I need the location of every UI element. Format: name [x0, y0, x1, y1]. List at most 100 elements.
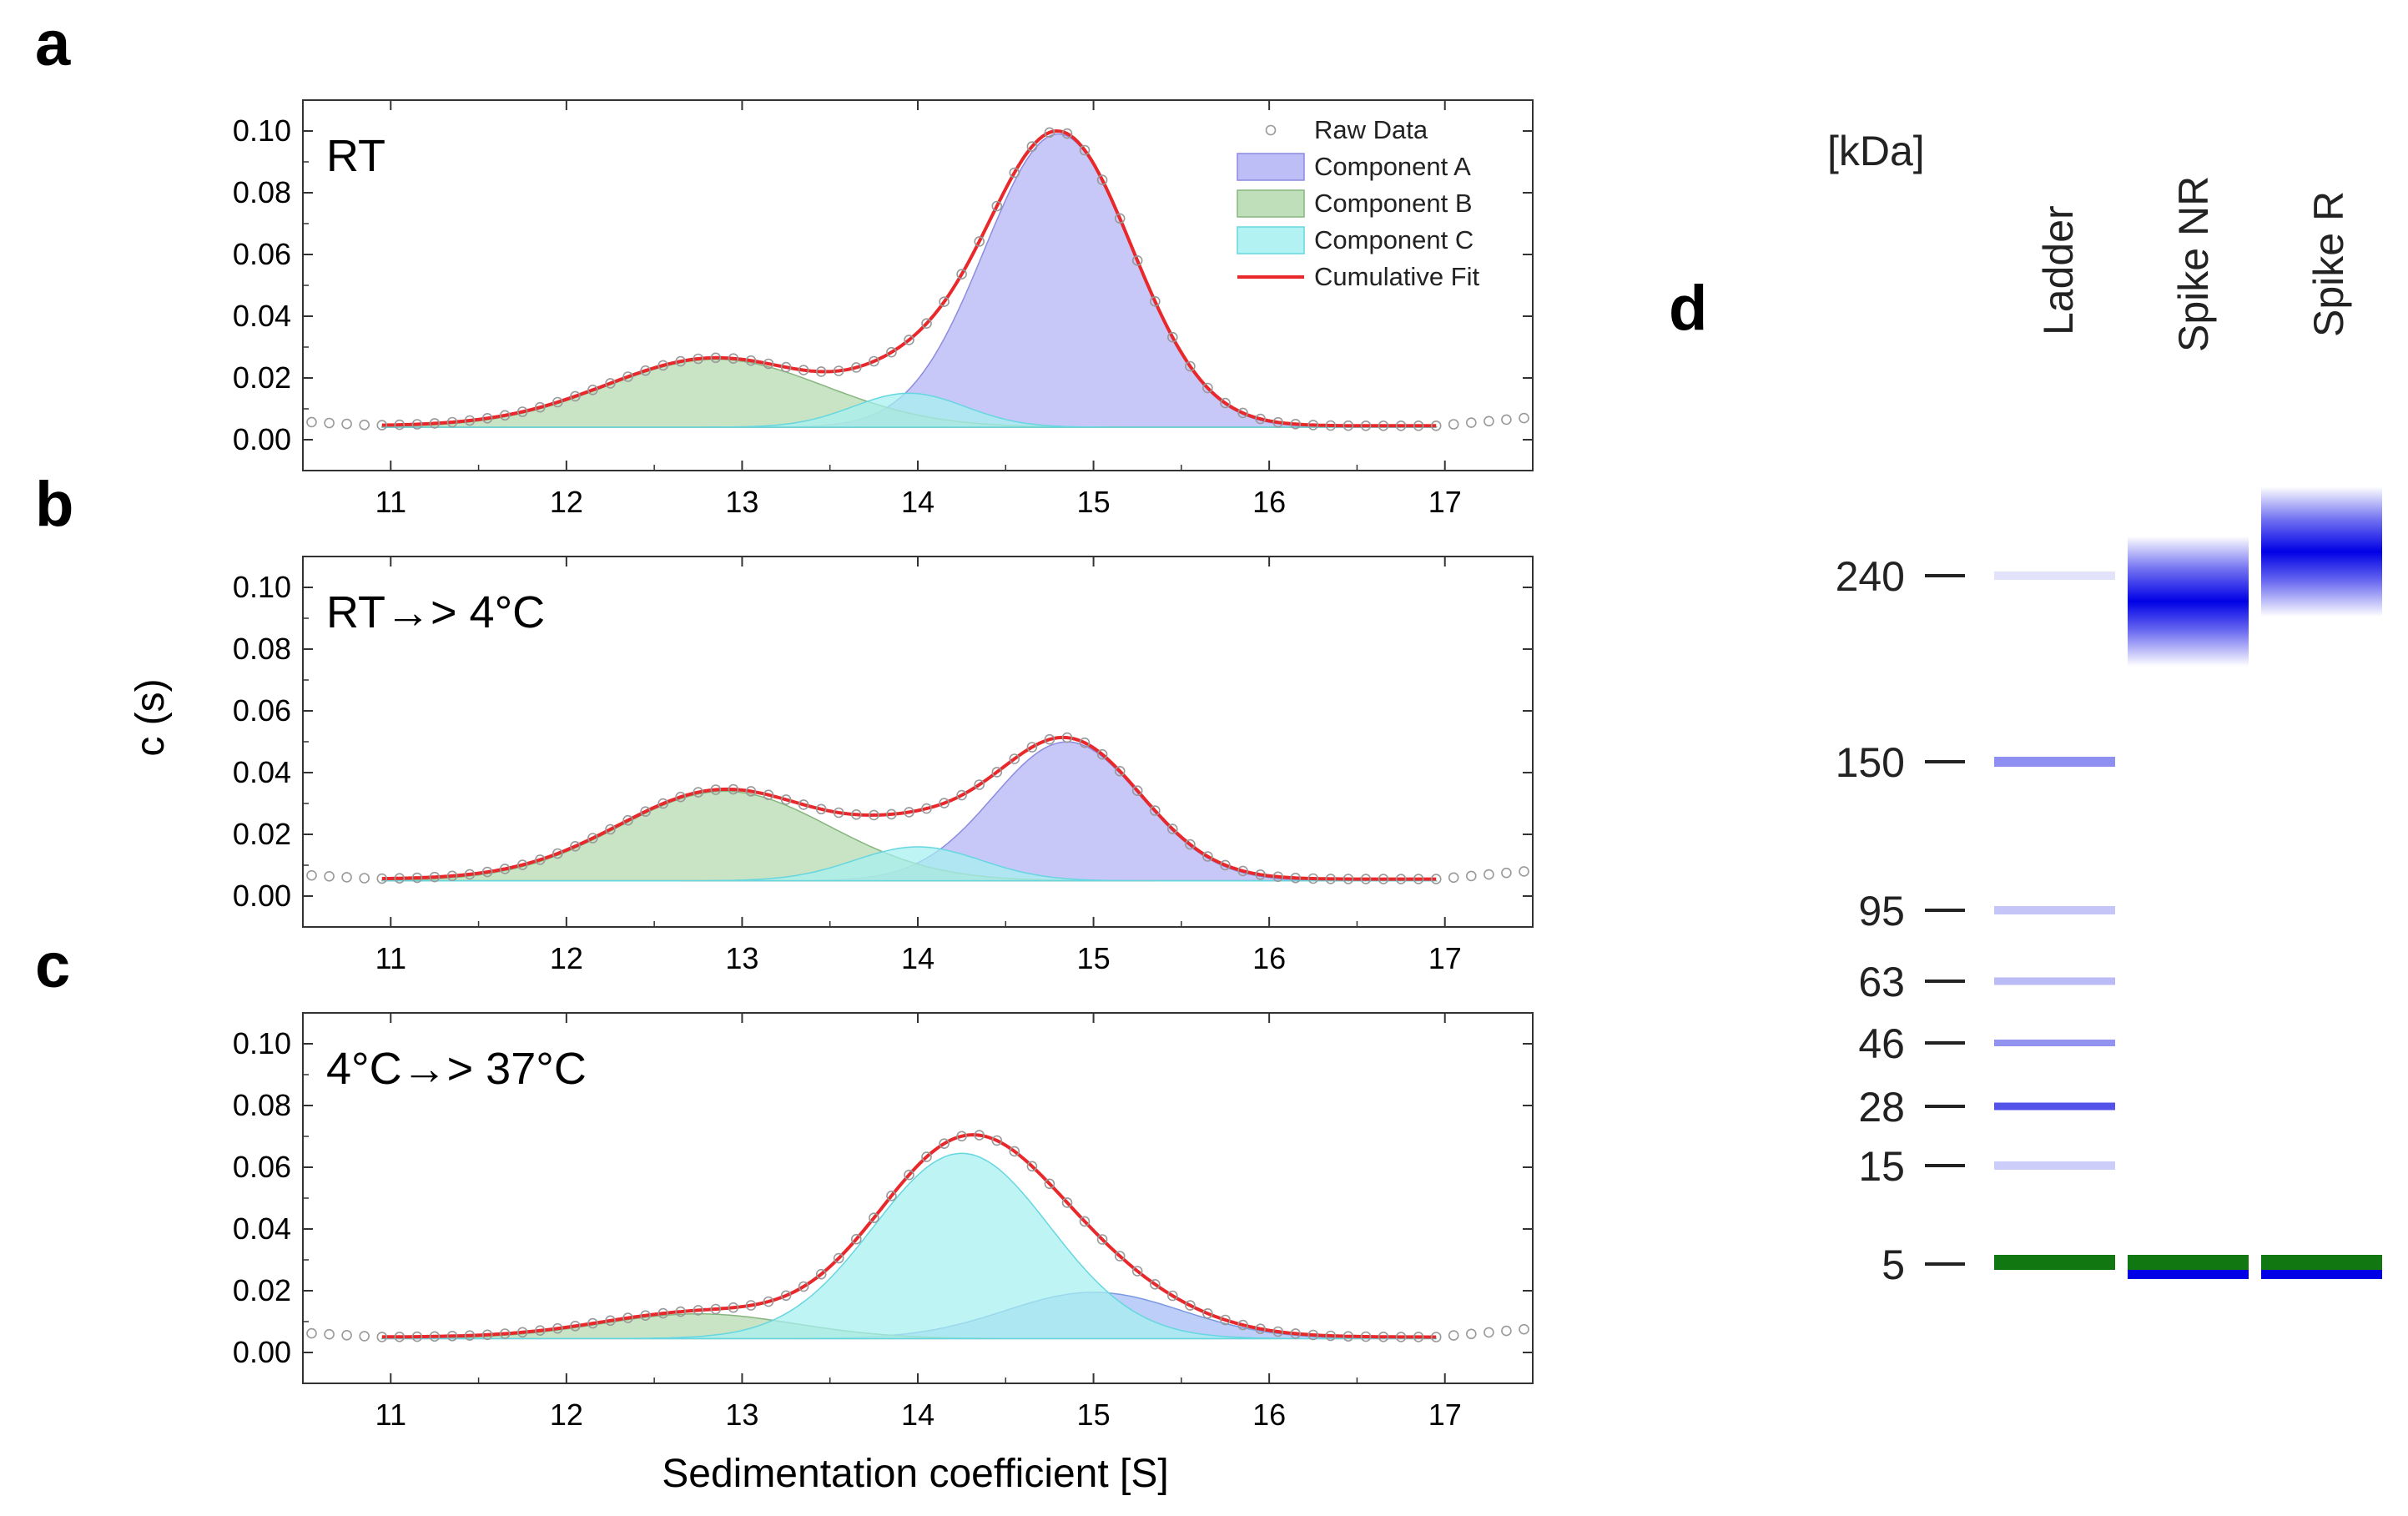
ladder-band [1994, 757, 2115, 767]
raw-data-point [534, 854, 546, 865]
raw-data-point [1378, 874, 1389, 884]
raw-data-point [1466, 870, 1477, 882]
raw-data-point [904, 1169, 914, 1181]
raw-data-point [1237, 407, 1248, 419]
raw-data-point [324, 417, 335, 429]
raw-data-point [1519, 866, 1529, 877]
raw-data-point [1044, 1178, 1055, 1190]
raw-data-point [1114, 1251, 1126, 1262]
raw-data-point [1202, 851, 1213, 862]
raw-data-point [411, 1331, 423, 1342]
raw-data-point [991, 200, 1003, 212]
y-tick-label: 0.04 [233, 1211, 291, 1246]
raw-data-point [341, 872, 352, 883]
raw-data-point [552, 1322, 563, 1334]
x-tick-label: 16 [1252, 485, 1286, 519]
gel-unit-label: [kDa] [1827, 128, 1925, 174]
raw-data-point [1150, 1279, 1161, 1290]
raw-data-point [640, 365, 651, 376]
y-tick-label: 0.10 [233, 113, 291, 148]
raw-data-point [869, 1212, 879, 1223]
y-tick-label: 0.00 [233, 1335, 291, 1369]
raw-data-point [534, 401, 546, 413]
raw-data-point [675, 355, 687, 367]
x-tick-label: 15 [1077, 941, 1111, 975]
raw-data-point [1185, 1300, 1196, 1311]
ladder-band [1994, 572, 2115, 580]
condition-label: RT [326, 131, 385, 181]
raw-data-point [1307, 873, 1319, 884]
raw-data-point [1079, 737, 1091, 748]
legend-swatch-component [1237, 226, 1305, 254]
raw-data-point [991, 767, 1003, 778]
raw-data-point [974, 1130, 985, 1141]
y-axis-title: c (s) [128, 678, 173, 756]
raw-data-point [1009, 1146, 1020, 1157]
raw-data-point [622, 1312, 633, 1323]
raw-data-point [1255, 869, 1266, 880]
y-tick-label: 0.08 [233, 1088, 291, 1122]
raw-data-point [1096, 174, 1108, 185]
raw-data-point [780, 1290, 792, 1302]
lower-marker-band [2261, 1255, 2382, 1270]
raw-data-point [956, 1131, 967, 1142]
raw-data-point [499, 1328, 511, 1339]
raw-data-point [341, 1330, 352, 1341]
x-tick-label: 14 [901, 941, 934, 975]
y-tick-label: 0.10 [233, 1026, 291, 1060]
x-tick-label: 16 [1252, 1398, 1286, 1432]
raw-data-point [605, 1315, 616, 1327]
raw-data-point [481, 866, 493, 878]
raw-data-point [1150, 295, 1161, 307]
ladder-band [1994, 1102, 2115, 1111]
x-tick-label: 16 [1252, 941, 1286, 975]
raw-data-point [1484, 869, 1494, 880]
y-tick-label: 0.02 [233, 1273, 291, 1307]
raw-data-point [675, 791, 687, 803]
raw-data-point [1501, 414, 1512, 426]
raw-data-point [1430, 420, 1442, 431]
raw-data-point [1220, 397, 1231, 409]
y-tick-label: 0.00 [233, 422, 291, 456]
raw-data-point [939, 296, 950, 308]
raw-data-point [1395, 1332, 1407, 1342]
raw-data-point [1167, 331, 1178, 343]
raw-data-point [1272, 871, 1283, 883]
raw-data-point [851, 362, 862, 373]
raw-data-point [657, 360, 669, 371]
y-tick-label: 0.06 [233, 693, 291, 728]
raw-data-point [974, 779, 985, 790]
raw-data-point [745, 1300, 757, 1311]
y-tick-label: 0.00 [233, 879, 291, 913]
raw-data-point [464, 415, 476, 426]
lower-marker-band [2128, 1255, 2249, 1270]
raw-data-point [1484, 1327, 1494, 1338]
ladder-band [1994, 977, 2115, 985]
raw-data-point [1343, 1331, 1354, 1342]
raw-data-point [359, 873, 370, 884]
raw-data-point [534, 1325, 546, 1336]
legend-entry: Component A [1314, 152, 1471, 181]
raw-data-point [921, 803, 932, 814]
legend-entry: Cumulative Fit [1314, 262, 1479, 291]
raw-data-point [939, 798, 950, 808]
raw-data-point [745, 355, 757, 366]
raw-data-point [1325, 420, 1337, 431]
raw-data-point [552, 848, 563, 859]
raw-data-point [640, 1310, 651, 1321]
raw-data-point [710, 784, 722, 795]
marker-label: 150 [1836, 739, 1905, 786]
gel-panel-d: [kDa] Ladder Spike NR Spike R 240 150 95 63… [1827, 128, 2382, 1288]
y-tick-label: 0.10 [233, 570, 291, 604]
raw-data-point [728, 353, 739, 365]
raw-data-point [640, 806, 651, 818]
raw-data-point [1185, 839, 1196, 850]
raw-data-point [516, 1327, 528, 1338]
raw-data-point [1325, 1330, 1337, 1342]
raw-data-point [1290, 1328, 1301, 1339]
raw-data-point [1220, 859, 1231, 871]
raw-data-point [693, 353, 704, 365]
raw-data-point [763, 1296, 774, 1307]
marker-label: 95 [1858, 888, 1905, 934]
y-tick-label: 0.06 [233, 1150, 291, 1184]
